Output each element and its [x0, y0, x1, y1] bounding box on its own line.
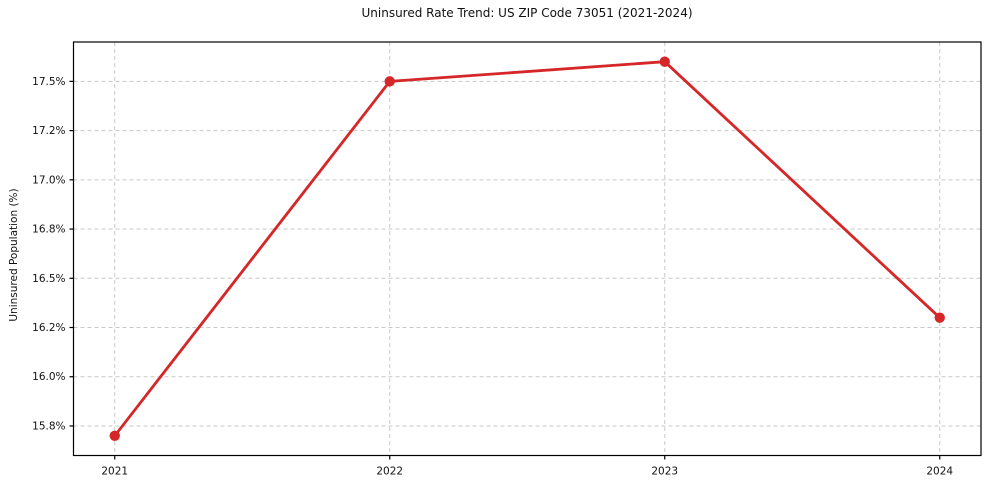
y-tick-label: 17.0%: [32, 174, 65, 186]
y-tick-label: 16.5%: [32, 273, 65, 285]
y-tick-label: 15.8%: [32, 420, 65, 432]
data-point-marker: [109, 430, 120, 442]
data-point-marker: [384, 76, 395, 87]
y-tick-label: 16.2%: [32, 322, 65, 334]
axes-spines: [72, 41, 982, 457]
y-tick-label: 17.2%: [32, 125, 65, 137]
y-tick-label: 16.0%: [32, 371, 65, 383]
y-tick-label: 17.5%: [32, 76, 65, 88]
chart-title: Uninsured Rate Trend: US ZIP Code 73051 …: [361, 6, 693, 20]
series-line: [113, 60, 942, 438]
x-tick-label: 2024: [926, 466, 953, 478]
y-tick-label: 16.8%: [32, 224, 65, 236]
data-point-marker: [934, 312, 945, 323]
x-tick-label: 2023: [651, 466, 678, 478]
x-tick-label: 2022: [376, 466, 403, 478]
data-point-marker: [659, 56, 670, 67]
x-tick-label: 2021: [101, 466, 128, 478]
